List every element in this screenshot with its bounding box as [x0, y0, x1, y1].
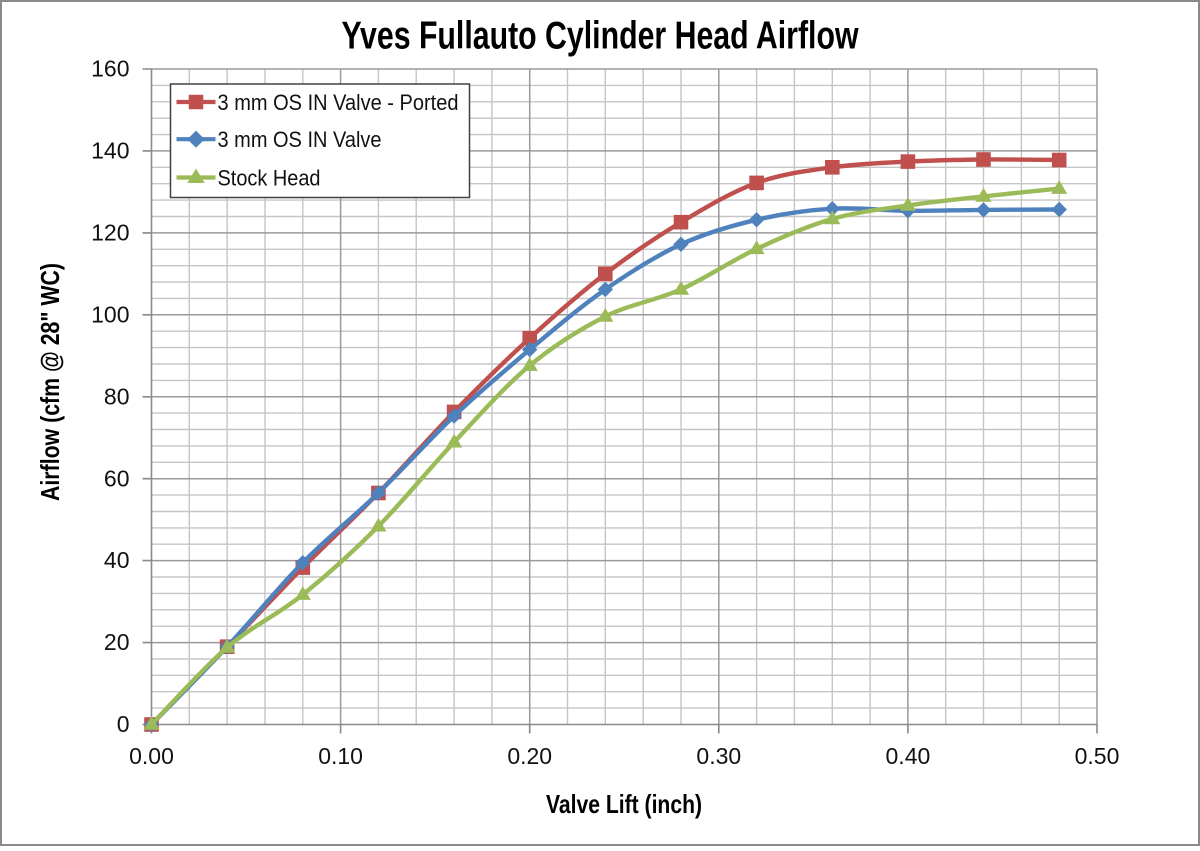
svg-text:Airflow (cfm @ 28" WC): Airflow (cfm @ 28" WC)	[35, 263, 65, 501]
svg-text:60: 60	[104, 465, 130, 491]
svg-text:100: 100	[91, 301, 129, 327]
svg-text:Valve Lift (inch): Valve Lift (inch)	[546, 789, 702, 819]
svg-text:0.10: 0.10	[318, 743, 363, 769]
svg-text:Stock Head: Stock Head	[218, 165, 321, 190]
svg-text:40: 40	[104, 547, 130, 573]
svg-text:0.00: 0.00	[129, 743, 174, 769]
svg-text:0.40: 0.40	[886, 743, 931, 769]
svg-text:Yves Fullauto Cylinder Head Ai: Yves Fullauto Cylinder Head Airflow	[342, 15, 860, 58]
svg-text:0.30: 0.30	[696, 743, 741, 769]
svg-text:0: 0	[117, 711, 130, 737]
svg-text:160: 160	[91, 56, 129, 82]
svg-text:140: 140	[91, 138, 129, 164]
svg-text:20: 20	[104, 629, 130, 655]
svg-text:0.20: 0.20	[507, 743, 552, 769]
svg-text:3 mm OS IN Valve - Ported: 3 mm OS IN Valve - Ported	[218, 90, 459, 115]
svg-text:80: 80	[104, 383, 130, 409]
svg-text:120: 120	[91, 220, 129, 246]
svg-text:0.50: 0.50	[1075, 743, 1120, 769]
svg-text:3 mm OS IN Valve: 3 mm OS IN Valve	[218, 127, 382, 152]
